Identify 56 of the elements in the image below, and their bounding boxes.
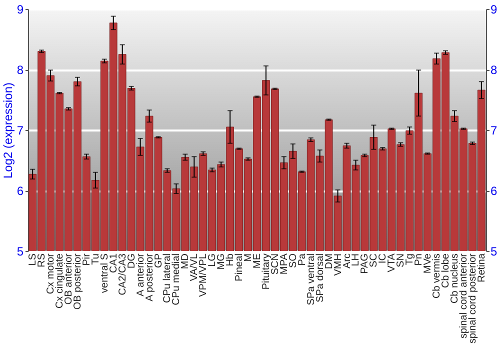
- x-tick-label: VPM/VPL: [198, 253, 210, 297]
- x-tick-label: spinal cord anterior: [458, 252, 470, 339]
- x-tick-label: spinal cord posterior: [467, 252, 478, 344]
- x-tick-label: A posterior: [144, 252, 156, 302]
- x-tick-label: M: [243, 254, 254, 262]
- y-tick-label: 5: [16, 244, 24, 258]
- y2-tick-label: 9: [490, 2, 498, 16]
- x-tick-label: Cb lobe: [440, 253, 452, 288]
- x-tick-label: DM: [324, 254, 335, 270]
- x-tick-label: SCN: [270, 254, 281, 275]
- x-tick-label: RS: [36, 253, 48, 268]
- x-tick-label: A anterior: [135, 252, 146, 296]
- x-tick-label: LG: [207, 253, 218, 267]
- y-tick-label: 9: [16, 2, 24, 16]
- y2-tick-label: 6: [490, 184, 498, 198]
- x-tick-label: SC: [368, 254, 380, 268]
- x-tick-label: CA1: [108, 253, 120, 273]
- x-tick-label: MVe: [422, 253, 434, 274]
- x-tick-label: VTA: [386, 253, 398, 272]
- x-tick-label: SN: [396, 254, 407, 268]
- x-tick-label: SPa ventral: [306, 254, 317, 306]
- x-tick-label: LH: [350, 254, 362, 266]
- x-tick-label: Cb nucleus: [449, 254, 460, 304]
- y2-tick-label: 5: [490, 244, 498, 258]
- x-tick-label: Pn: [414, 254, 425, 266]
- x-tick-label: Pa: [296, 253, 308, 266]
- x-tick-label: CA2/CA3: [117, 253, 128, 296]
- x-tick-label: Cx cingulate: [54, 253, 66, 309]
- y-tick-label: 8: [16, 63, 24, 77]
- y-axis-title: Log2 (expression): [0, 82, 15, 179]
- x-tick-label: ME: [252, 253, 263, 268]
- x-tick-label: Hb: [225, 253, 236, 266]
- x-tick-label: SPa dorsal: [314, 254, 326, 302]
- x-tick-label: OB posterior: [72, 252, 84, 310]
- y2-tick-label: 8: [490, 63, 498, 77]
- x-tick-label: SO: [288, 253, 299, 268]
- y-tick-label: 7: [16, 124, 24, 138]
- x-tick-label: PAG: [360, 253, 371, 274]
- x-tick-label: CPu medial: [171, 254, 182, 306]
- x-tick-label: Pituitary: [260, 254, 272, 290]
- x-tick-label: Tg: [404, 254, 416, 266]
- x-tick-label: Tu: [90, 254, 102, 265]
- x-tick-label: ventral S: [99, 253, 110, 293]
- x-tick-label: Arc: [342, 254, 353, 268]
- x-tick-label: IC: [378, 254, 389, 264]
- x-tick-label: OB anterior: [63, 252, 74, 305]
- x-tick-label: MPA: [278, 253, 290, 274]
- x-tick-label: LS: [28, 253, 39, 266]
- x-tick-label: Retina: [476, 253, 488, 282]
- y-tick-label: 6: [16, 184, 24, 198]
- y2-tick-label: 7: [490, 124, 498, 138]
- x-tick-label: GP: [153, 253, 164, 268]
- x-tick-label: VMH: [332, 254, 344, 276]
- x-tick-label: Pir: [81, 252, 92, 266]
- x-tick-label: DG: [126, 253, 138, 268]
- x-tick-label: Pineal: [234, 254, 246, 282]
